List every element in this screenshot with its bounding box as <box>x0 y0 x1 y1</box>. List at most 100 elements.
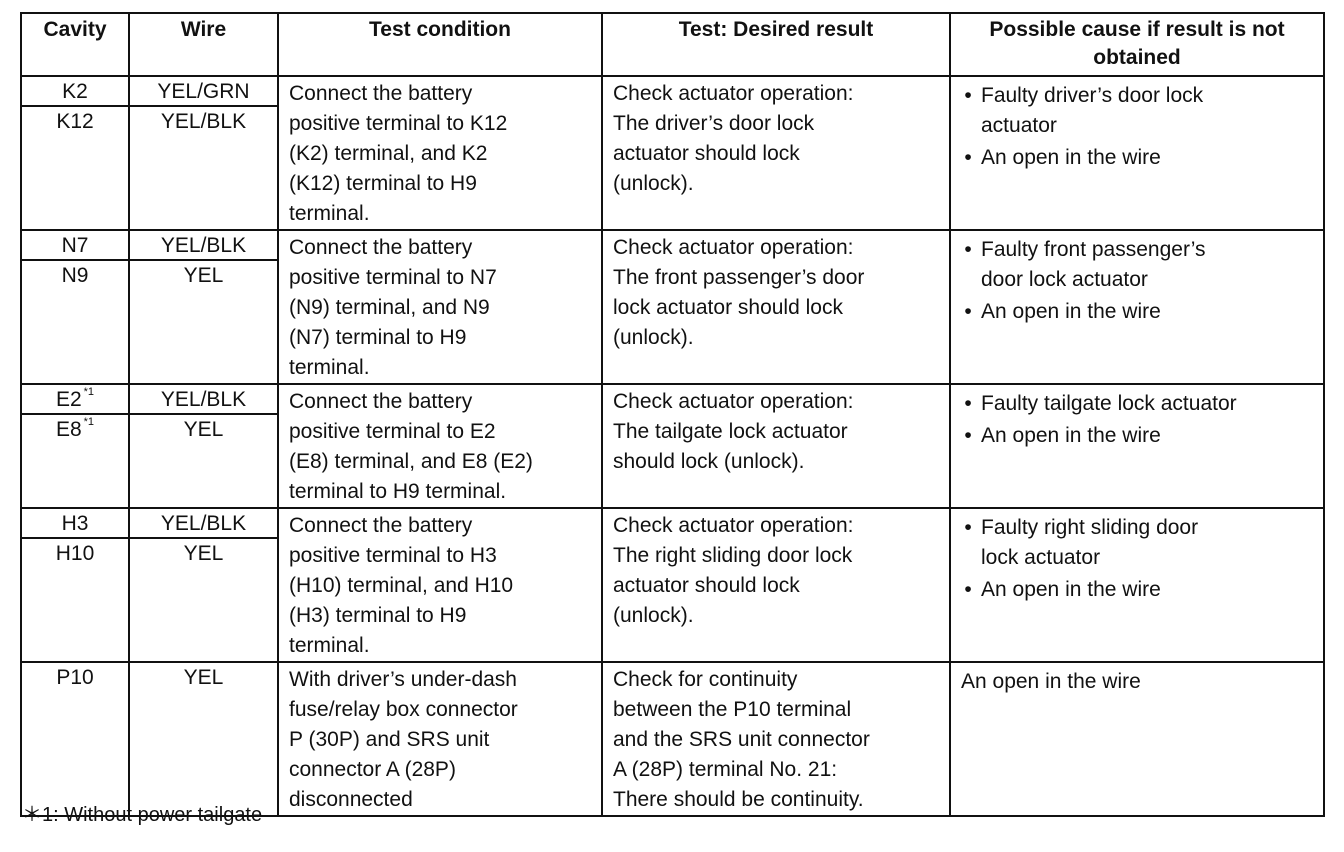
cell-text: Check actuator operation: The right slidi… <box>603 509 949 631</box>
text-line: terminal. <box>289 356 370 379</box>
text-line: Check actuator operation: <box>613 82 854 105</box>
cell-text: Connect the battery positive terminal to … <box>279 385 601 507</box>
cavity-entry: N9 <box>22 261 128 291</box>
cell-text: Check actuator operation: The tailgate lo… <box>603 385 949 477</box>
footnote: ＊1: Without power tailgate <box>22 804 263 826</box>
bullet-icon: • <box>964 146 972 169</box>
text-line: There should be continuity. <box>613 788 864 811</box>
test-condition-cell: Connect the battery positive terminal to … <box>277 507 603 663</box>
cell-text: Check actuator operation: The front passe… <box>603 231 949 353</box>
cavity-entry: K12 <box>22 107 128 137</box>
cavity-entry: N7 <box>22 231 128 261</box>
text-line: Connect the battery <box>289 514 473 537</box>
text-line: Connect the battery <box>289 390 473 413</box>
text-line: An open in the wire <box>981 300 1161 323</box>
text-line: disconnected <box>289 788 413 811</box>
text-line: An open in the wire <box>981 424 1161 447</box>
text-line: The tailgate lock actuator <box>613 420 848 443</box>
cell-text: Connect the battery positive terminal to … <box>279 77 601 229</box>
cavity-id: N7 <box>61 234 89 257</box>
text-line: positive terminal to N7 <box>289 266 497 289</box>
text-line: connector A (28P) <box>289 758 456 781</box>
cell-text: • Faulty front passenger’s door lock actua… <box>951 231 1323 327</box>
wire-color: YEL/BLK <box>130 509 277 539</box>
table-row: E2 *1 E8 *1 YEL/BLK YEL Connect the battery pos… <box>20 383 1325 509</box>
text-line: (unlock). <box>613 172 694 195</box>
cavity-entry: E2 *1 <box>22 385 128 415</box>
text-line: An open in the wire <box>981 578 1161 601</box>
header-possible-cause: Possible cause if result is not obtained <box>949 12 1325 77</box>
wire-color: YEL/GRN <box>130 77 277 107</box>
text-line: (unlock). <box>613 604 694 627</box>
cell-text: • Faulty driver’s door lock actuator • An op… <box>951 77 1323 173</box>
cavity-id: N9 <box>61 264 89 287</box>
text-line: An open in the wire <box>961 670 1141 693</box>
possible-cause-cell: • Faulty driver’s door lock actuator • An op… <box>949 75 1325 231</box>
wire-color: YEL/BLK <box>130 385 277 415</box>
text-line: The front passenger’s door <box>613 266 865 289</box>
text-line: A (28P) terminal No. 21: <box>613 758 838 781</box>
header-test-condition: Test condition <box>277 12 603 77</box>
text-line: door lock actuator <box>981 268 1148 291</box>
cavity-entry: H10 <box>22 539 128 569</box>
cause-item: • An open in the wire <box>955 295 1315 327</box>
cause-item: • An open in the wire <box>955 419 1315 451</box>
cavity-id: E2 <box>55 388 82 411</box>
cavity-id: E8 <box>55 418 82 441</box>
footnote-marker: *1 <box>83 386 95 398</box>
wire-color: YEL/BLK <box>130 231 277 261</box>
cavity-entry: P10 <box>22 663 128 693</box>
text-line: terminal. <box>289 634 370 657</box>
text-line: (K2) terminal, and K2 <box>289 142 488 165</box>
cause-item: • An open in the wire <box>955 141 1315 173</box>
cell-text: Connect the battery positive terminal to … <box>279 509 601 661</box>
text-line: fuse/relay box connector <box>289 698 518 721</box>
text-line: Faulty front passenger’s <box>981 238 1206 261</box>
inspection-table: Cavity Wire Test condition Test: Desired re… <box>20 12 1325 817</box>
text-line: Check actuator operation: <box>613 514 854 537</box>
cavity-cell: P10 <box>20 661 130 817</box>
text-line: (N7) terminal to H9 <box>289 326 467 349</box>
bullet-icon: • <box>964 84 972 107</box>
desired-result-cell: Check actuator operation: The front passe… <box>601 229 951 385</box>
text-line: actuator should lock <box>613 574 800 597</box>
cell-text: Check actuator operation: The driver’s do… <box>603 77 949 199</box>
text-line: positive terminal to K12 <box>289 112 508 135</box>
wire-color: YEL <box>183 542 224 565</box>
cause-item: • Faulty driver’s door lock actuator <box>955 79 1315 141</box>
test-condition-cell: Connect the battery positive terminal to … <box>277 75 603 231</box>
wire-color: YEL/BLK <box>160 110 247 133</box>
cell-text: Check for continuity between the P10 term… <box>603 663 949 815</box>
cause-item: • Faulty tailgate lock actuator <box>955 387 1315 419</box>
cause-item: An open in the wire <box>961 665 1315 697</box>
header-cavity: Cavity <box>20 12 130 77</box>
bullet-icon: • <box>964 424 972 447</box>
cavity-id: H10 <box>55 542 95 565</box>
cause-item: • An open in the wire <box>955 573 1315 605</box>
test-condition-cell: Connect the battery positive terminal to … <box>277 383 603 509</box>
cavity-entry: E8 *1 <box>22 415 128 445</box>
text-line: between the P10 terminal <box>613 698 852 721</box>
text-line: (E8) terminal, and E8 (E2) <box>289 450 533 473</box>
header-desired-result: Test: Desired result <box>601 12 951 77</box>
cavity-id: K2 <box>62 80 88 103</box>
cavity-entry: K2 <box>22 77 128 107</box>
text-line: Faulty right sliding door <box>981 516 1199 539</box>
text-line: An open in the wire <box>981 146 1161 169</box>
cavity-entry: H3 <box>22 509 128 539</box>
wire-cell: YEL <box>128 661 279 817</box>
desired-result-cell: Check for continuity between the P10 term… <box>601 661 951 817</box>
desired-result-cell: Check actuator operation: The right slidi… <box>601 507 951 663</box>
cavity-id: K12 <box>56 110 94 133</box>
cavity-cell: E2 *1 E8 *1 <box>20 383 130 509</box>
text-line: actuator <box>981 114 1057 137</box>
footnote-marker: *1 <box>83 416 95 428</box>
desired-result-cell: Check actuator operation: The driver’s do… <box>601 75 951 231</box>
possible-cause-cell: • Faulty tailgate lock actuator • An open i… <box>949 383 1325 509</box>
cavity-cell: N7 N9 <box>20 229 130 385</box>
text-line: (H10) terminal, and H10 <box>289 574 514 597</box>
wire-color: YEL <box>183 666 224 689</box>
test-condition-cell: With driver’s under-dash fuse/relay box c… <box>277 661 603 817</box>
text-line: (K12) terminal to H9 <box>289 172 477 195</box>
cell-text: With driver’s under-dash fuse/relay box c… <box>279 663 601 815</box>
